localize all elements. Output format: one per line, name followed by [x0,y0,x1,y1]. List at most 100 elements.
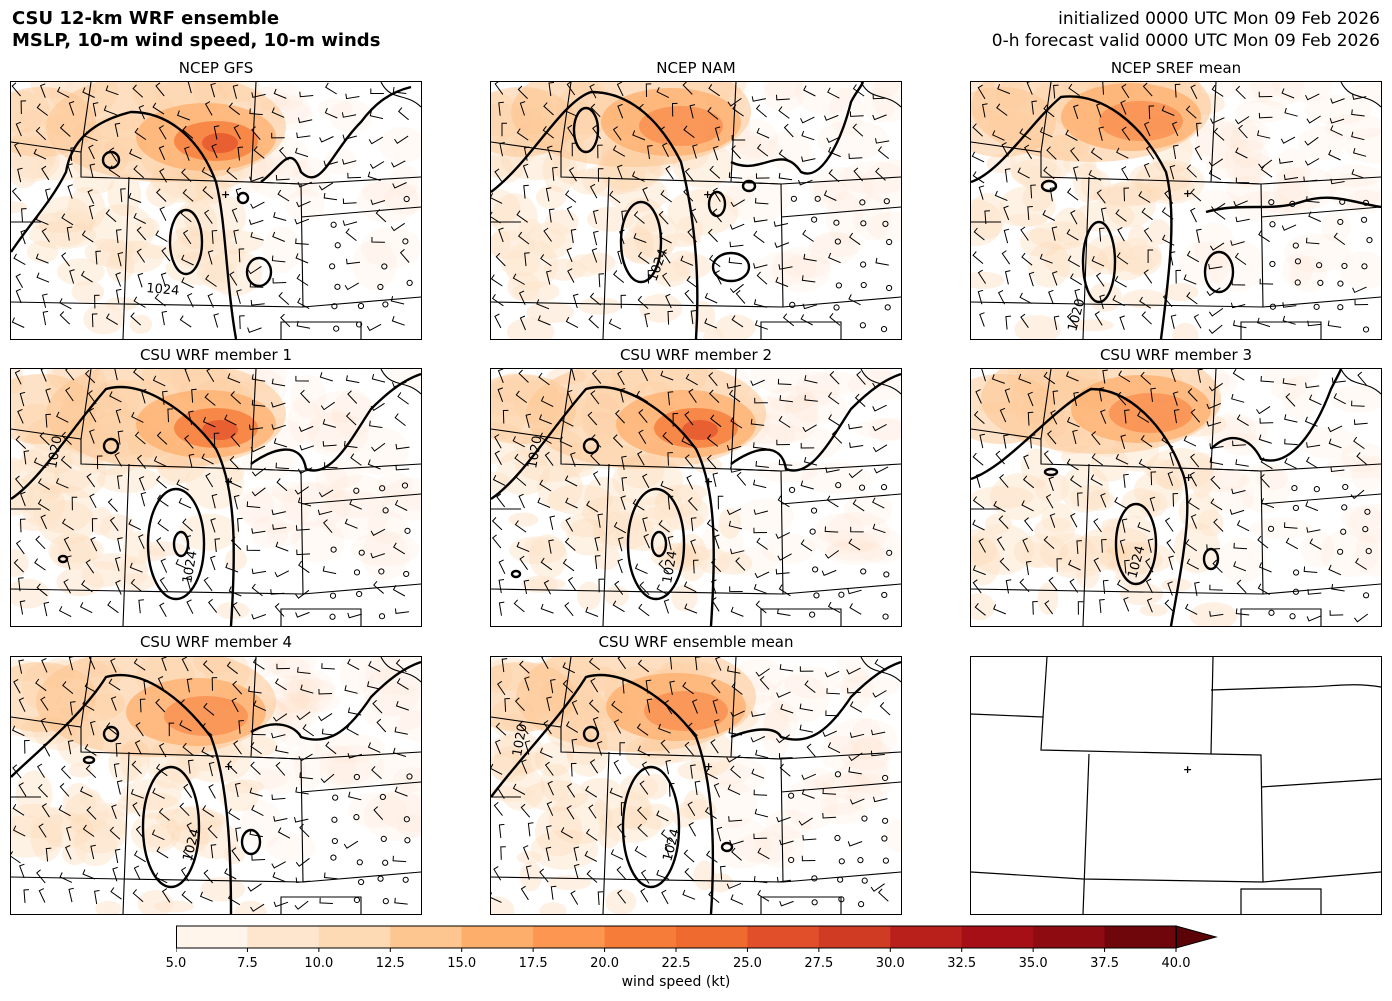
wind-barb [848,423,863,430]
wind-barb [15,435,27,449]
wind-barb [1187,497,1200,510]
wind-barb [298,425,314,432]
wind-barb [1355,558,1367,570]
wind-barb [1331,583,1345,592]
wind-barb [776,691,791,698]
calm-wind-marker [1362,592,1370,599]
wind-barb [249,424,264,431]
wind-barb [1091,453,1104,466]
wind-barb [991,374,1005,384]
wind-barb [299,91,314,98]
wind-barb [1208,382,1223,392]
wind-barb [69,701,76,716]
wind-barb [1043,371,1056,385]
wind-barb [204,101,213,116]
wind-barb [321,728,336,736]
wind-barb [622,679,628,694]
wind-barb [233,494,240,510]
wind-barb [827,601,841,614]
wind-barb [1190,207,1197,223]
wind-barb [801,855,816,862]
wind-barb [751,711,766,717]
wind-barb [237,146,244,161]
wind-barb [665,759,671,775]
wind-barb [729,586,743,592]
wind-barb [780,704,794,714]
wind-barb [875,257,889,266]
wind-barb [775,734,790,744]
calm-wind-marker [810,507,818,514]
calm-wind-marker [1362,526,1369,533]
wind-barb [179,720,192,732]
wind-barb [250,761,261,775]
wind-barb [827,392,840,405]
wind-barb [613,521,627,534]
wind-barb [972,579,982,594]
wind-barb [249,829,263,838]
wind-barb [658,520,670,533]
wind-barb [1259,278,1274,285]
wind-barb [564,602,574,617]
wind-barb [662,272,671,287]
calm-wind-marker [883,198,890,205]
wind-barb [756,143,769,157]
map-canvas: 1024+ [11,82,421,339]
wind-barb [726,754,741,763]
wind-barb [1173,409,1180,424]
calm-wind-marker [1337,304,1344,311]
colorbar-swatch [247,926,320,948]
wind-barb [846,667,861,675]
wind-barb [778,106,790,119]
wind-barb [271,402,286,408]
wind-barb [367,742,381,753]
wind-barb [235,827,241,842]
wind-speed-shading [971,369,1381,626]
wind-barb [993,500,1006,513]
wind-barb [829,312,841,326]
calm-wind-marker [1341,262,1348,270]
wind-barb [1139,296,1151,309]
wind-barb [1022,537,1029,553]
wind-barb [1327,320,1342,328]
wind-barb [831,430,843,444]
wind-barb [800,116,815,124]
wind-barb [390,295,405,305]
wind-barb [1233,542,1248,550]
wind-barb [1123,187,1130,202]
wind-barb [566,805,575,820]
wind-barb [521,759,528,774]
wind-barb [154,872,168,884]
wind-barb [1285,393,1296,407]
wind-barb [704,318,718,329]
wind-barb [13,678,21,694]
wind-barb [1357,371,1367,386]
wind-barb [56,411,69,423]
wind-barb [750,379,765,386]
wind-barb [546,145,553,161]
wind-speed-shading [11,657,421,914]
wind-barb [114,122,121,138]
wind-barb [1099,294,1105,310]
wind-barb [249,281,264,288]
calm-wind-marker [809,528,816,535]
wind-barb [564,190,577,203]
wind-barb [272,277,287,284]
wind-barbs [11,82,413,333]
wind-barb [343,840,359,849]
wind-barb [202,660,214,674]
wind-barb [1187,388,1198,402]
calm-wind-marker [788,792,795,799]
wind-barb [658,210,669,225]
calm-wind-marker [331,303,338,310]
wind-barb [684,603,698,614]
wind-barb [1236,414,1249,427]
calm-wind-marker [1364,508,1371,515]
wind-barb [847,588,862,595]
wind-barb [1022,475,1035,489]
wind-barb [39,432,50,446]
wind-barb [1121,166,1129,181]
wind-barb [238,248,245,263]
wind-barb [735,557,746,571]
wind-barb [392,747,407,757]
wind-barb [19,863,25,879]
